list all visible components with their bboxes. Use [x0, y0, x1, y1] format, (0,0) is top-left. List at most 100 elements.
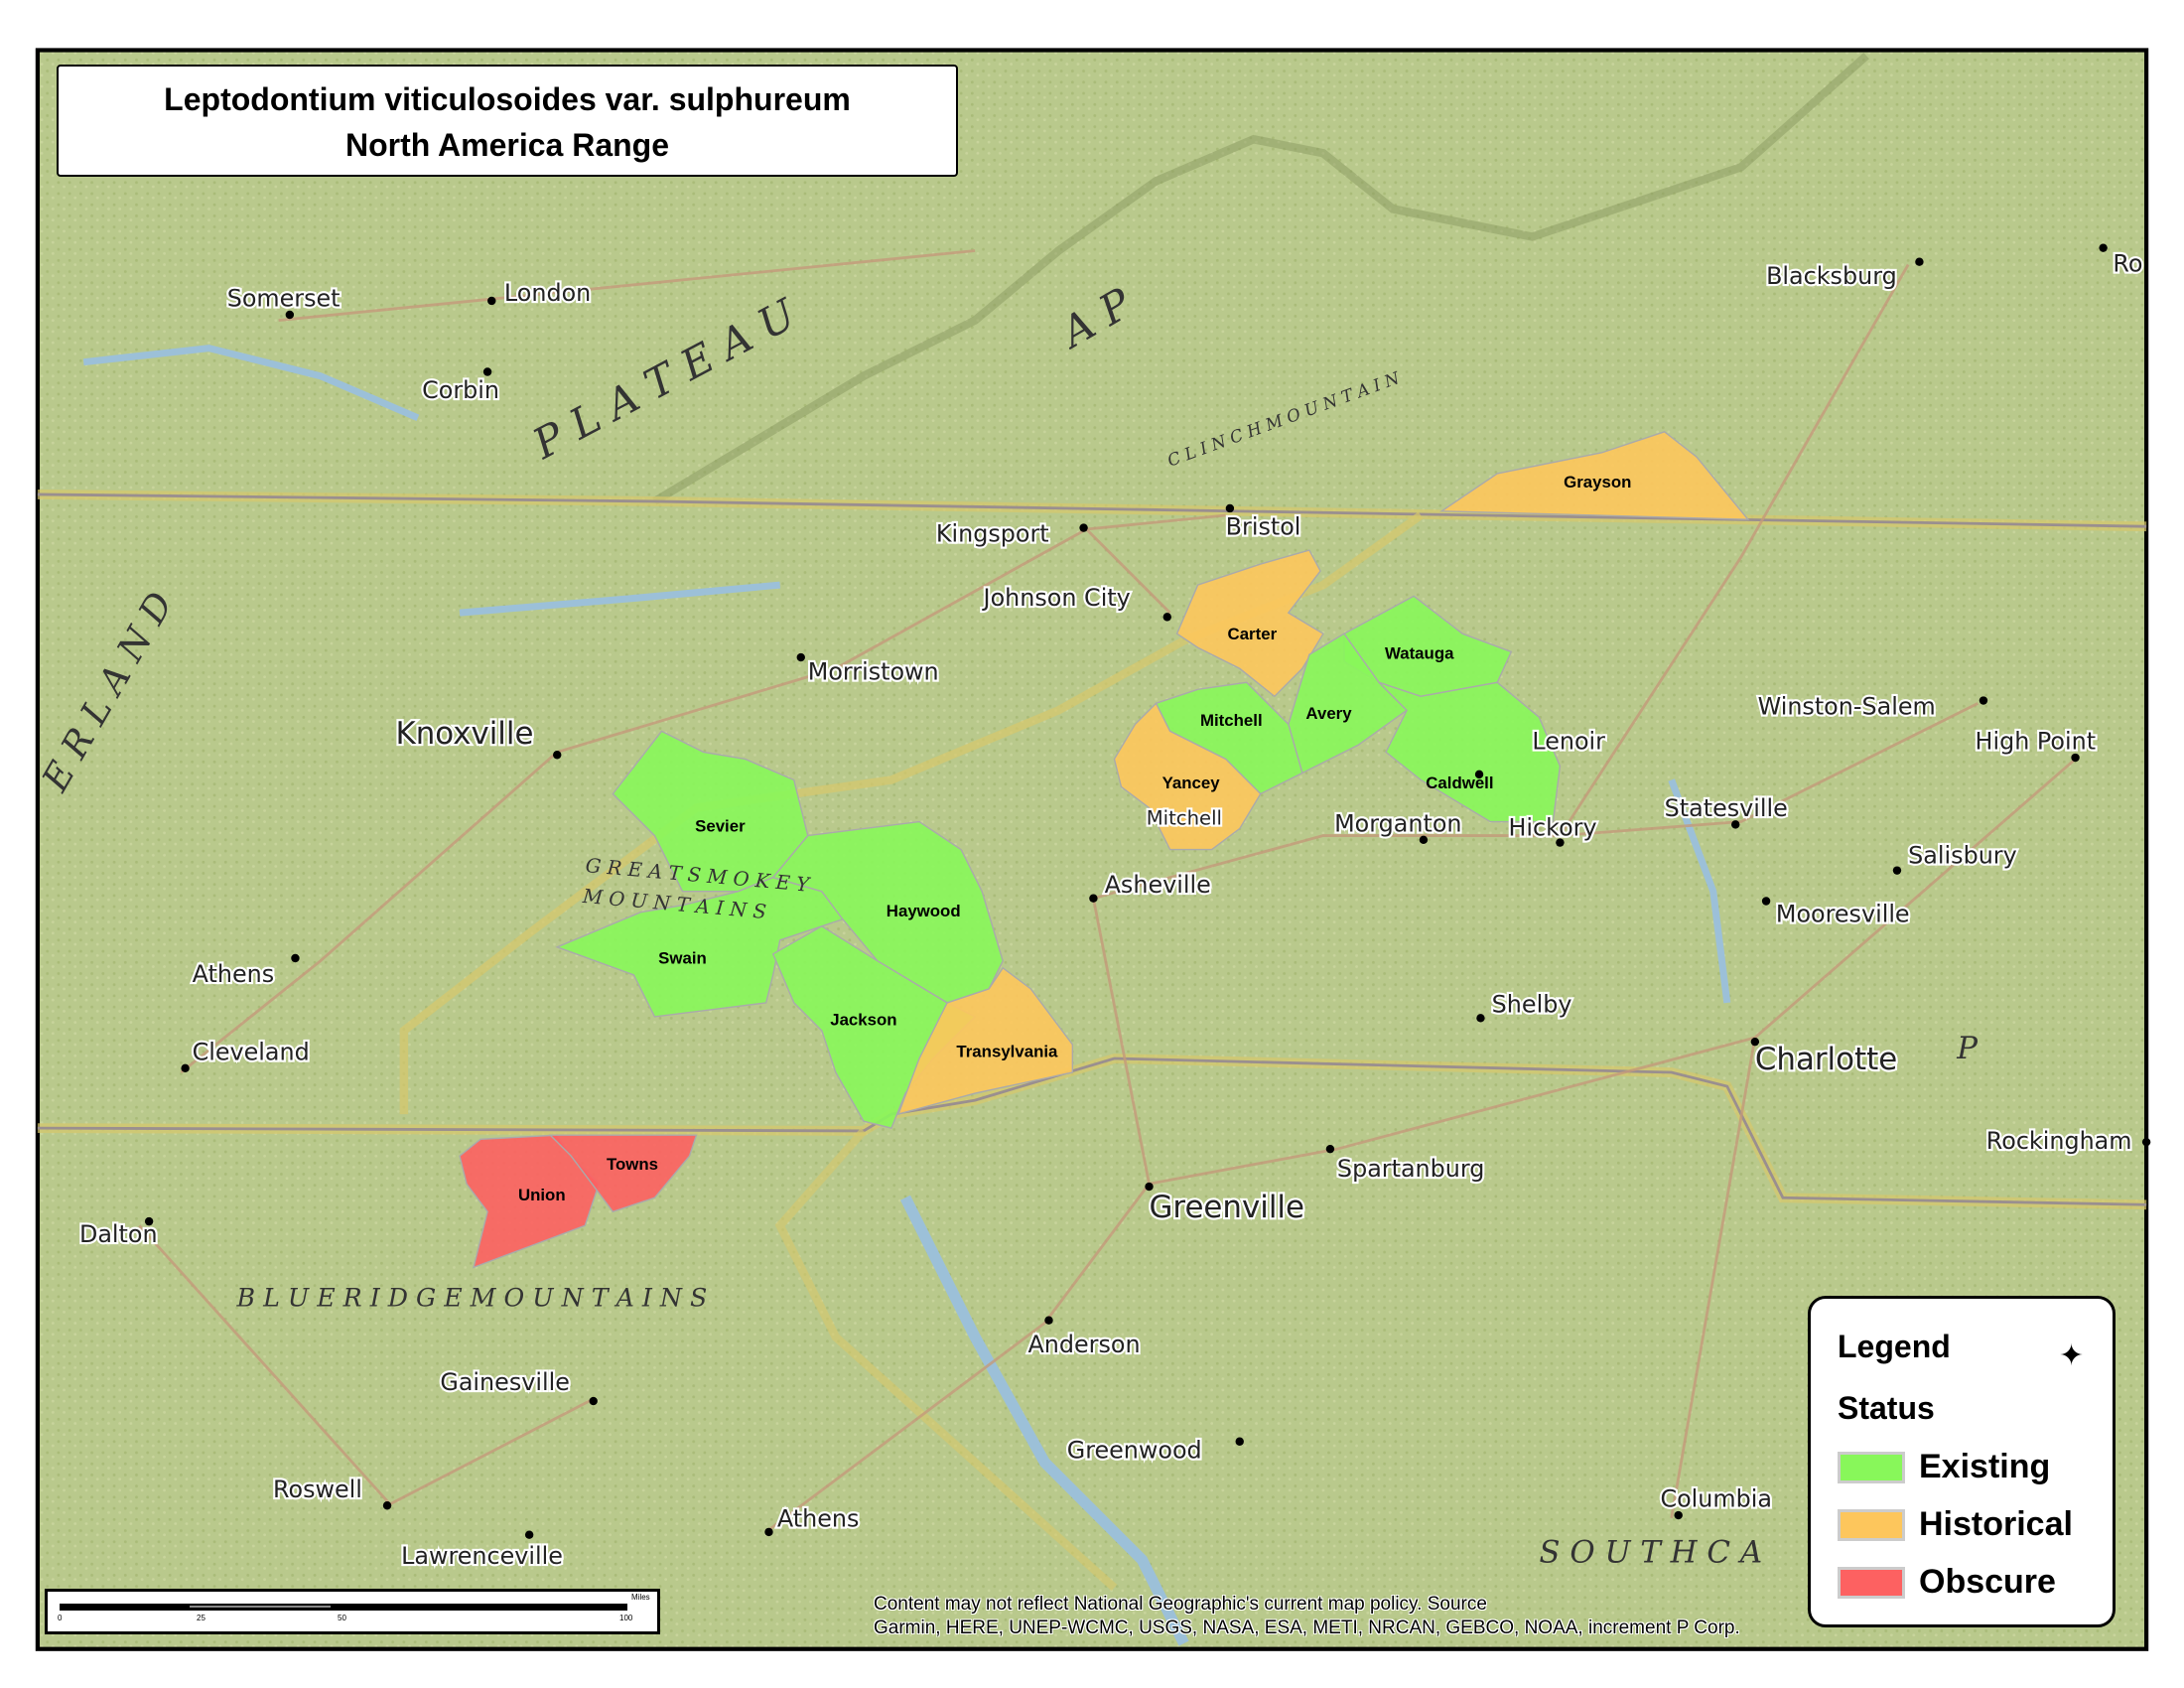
city-marker — [487, 296, 496, 306]
region-label: P — [1956, 1031, 1979, 1066]
city-label: Lawrenceville — [401, 1542, 563, 1570]
city-label: Rockingham — [1986, 1127, 2132, 1155]
legend-item-historical: Historical — [1838, 1505, 2073, 1544]
swatch-historical — [1838, 1508, 1905, 1541]
city-marker — [144, 1216, 154, 1226]
legend-label: Existing — [1919, 1448, 2051, 1485]
city-marker — [1089, 894, 1098, 903]
scale-tick: 0 — [58, 1614, 63, 1622]
city-marker — [1152, 813, 1160, 822]
legend-title: Legend — [1838, 1329, 1951, 1364]
city-marker — [382, 1501, 392, 1510]
city-marker — [1225, 503, 1235, 513]
city-marker — [1979, 696, 1988, 705]
swatch-obscure — [1838, 1566, 1905, 1599]
city-label: Charlotte — [1755, 1042, 1897, 1077]
city-label: Mooresville — [1776, 901, 1910, 928]
city-marker — [1674, 1510, 1683, 1520]
attribution: Content may not reflect National Geograp… — [874, 1593, 1740, 1640]
county-label: Towns — [607, 1155, 658, 1174]
city-marker — [2141, 1137, 2151, 1147]
city-marker — [764, 1527, 773, 1537]
city-label: Roswell — [273, 1476, 362, 1503]
county-label: Haywood — [887, 902, 961, 920]
city-label: Gainesville — [440, 1368, 570, 1396]
city-marker — [181, 1063, 190, 1073]
city-label: High Point — [1976, 728, 2097, 756]
city-marker — [1145, 1182, 1154, 1192]
county-towns[interactable] — [548, 1134, 698, 1213]
legend-item-existing: Existing — [1838, 1448, 2050, 1486]
city-marker — [1474, 770, 1484, 779]
city-marker — [1761, 897, 1771, 906]
county-jackson[interactable] — [771, 924, 977, 1129]
city-marker — [796, 652, 805, 662]
attribution-line-2: Garmin, HERE, UNEP-WCMC, USGS, NASA, ESA… — [874, 1618, 1740, 1638]
county-label: Avery — [1305, 704, 1352, 723]
title-line-2: North America Range — [345, 127, 669, 163]
city-label: Bristol — [1226, 513, 1301, 541]
title-line-1: Leptodontium viticulosoides var. sulphur… — [164, 81, 851, 117]
county-label: Yancey — [1162, 774, 1221, 792]
city-marker — [285, 310, 295, 320]
county-label: Sevier — [695, 816, 746, 835]
county-caldwell[interactable] — [1378, 681, 1562, 823]
county-label: Swain — [658, 949, 707, 968]
city-label: Athens — [777, 1504, 860, 1532]
legend-label: Obscure — [1919, 1563, 2056, 1601]
county-yancey[interactable] — [1113, 702, 1262, 851]
city-marker — [553, 751, 562, 760]
city-marker — [524, 1530, 534, 1539]
legend-label: Historical — [1919, 1505, 2073, 1543]
county-label: Union — [518, 1186, 566, 1204]
map-title: Leptodontium viticulosoides var. sulphur… — [57, 65, 958, 177]
city-label: Anderson — [1027, 1331, 1140, 1358]
county-grayson[interactable] — [1438, 431, 1750, 520]
swatch-existing — [1838, 1451, 1905, 1483]
compass-rose-icon: ✦ — [2059, 1339, 2085, 1372]
scale-bar-line — [60, 1604, 627, 1611]
city-label: Winston-Salem — [1758, 693, 1936, 721]
city-label: Somerset — [227, 285, 341, 313]
city-marker — [291, 953, 300, 963]
city-label: Athens — [193, 960, 275, 988]
scale-unit: Miles — [631, 1593, 650, 1602]
county-label: Grayson — [1564, 473, 1631, 492]
legend-item-obscure: Obscure — [1838, 1563, 2056, 1602]
county-label: Jackson — [830, 1010, 896, 1029]
county-swain[interactable] — [555, 876, 844, 1018]
county-label: Caldwell — [1426, 774, 1493, 792]
county-label: Transylvania — [956, 1043, 1058, 1061]
city-marker — [1556, 838, 1565, 847]
county-union[interactable] — [459, 1134, 601, 1269]
county-label: Carter — [1228, 625, 1278, 643]
county-transylvania[interactable] — [896, 966, 1074, 1116]
city-label: Salisbury — [1908, 842, 2017, 870]
city-label: London — [504, 279, 591, 307]
city-label: Ro — [2113, 250, 2142, 278]
region-label: B L U E R I D G E M O U N T A I N S — [236, 1284, 708, 1313]
city-label: Cleveland — [193, 1038, 310, 1065]
city-label: Corbin — [422, 376, 499, 404]
city-label: Johnson City — [982, 584, 1131, 612]
legend: Legend ✦ Status Existing Historical Obsc… — [1808, 1296, 2116, 1627]
scale-bar-segment — [190, 1606, 331, 1608]
region-label: S O U T H C A — [1539, 1535, 1762, 1571]
legend-subtitle: Status — [1838, 1390, 1935, 1426]
county-carter[interactable] — [1175, 549, 1324, 698]
city-marker — [1235, 1437, 1244, 1446]
county-label: Watauga — [1385, 643, 1454, 662]
city-marker — [1750, 1037, 1760, 1047]
scale-bar: 0 25 50 100 Miles — [45, 1589, 660, 1634]
city-label: Morristown — [808, 657, 939, 685]
city-marker — [1915, 257, 1924, 266]
city-label: Kingsport — [936, 520, 1049, 548]
scale-tick: 50 — [338, 1614, 346, 1622]
scale-tick: 25 — [197, 1614, 205, 1622]
city-label: Lenoir — [1532, 728, 1605, 756]
city-marker — [1476, 1014, 1485, 1023]
city-marker — [1892, 866, 1902, 875]
city-label: Spartanburg — [1337, 1155, 1484, 1183]
city-label: Hickory — [1509, 814, 1597, 842]
